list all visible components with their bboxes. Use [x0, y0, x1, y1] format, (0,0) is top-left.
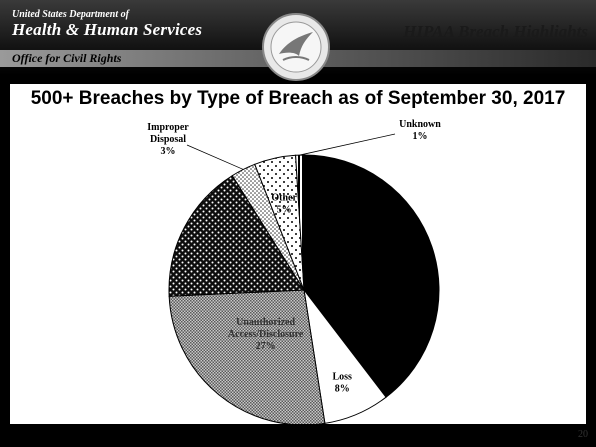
slice-label-loss: Loss 8% — [333, 371, 353, 394]
page-number: 20 — [578, 429, 588, 440]
pie-slice — [168, 174, 305, 297]
slice-label-unknown: Unknown 1% — [399, 119, 441, 142]
pie-chart: Loss 8% Unauthorized Access/Disclosure 27% Im… — [147, 119, 441, 424]
chart-panel: 500+ Breaches by Type of Breach as of Se… — [10, 84, 586, 424]
leader-line — [299, 133, 396, 156]
header-highlight: HIPAA Breach Highlights — [403, 22, 588, 41]
slide-footer — [0, 424, 596, 447]
chart-title: 500+ Breaches by Type of Breach as of Se… — [30, 88, 566, 109]
slice-label-other: Other 5% — [271, 192, 297, 215]
pie-slice — [303, 154, 440, 398]
leader-line — [186, 144, 244, 170]
department-line1: United States Department of — [12, 9, 129, 20]
slice-label-unauthorized-access-disclosure: Unauthorized Access/Disclosure 27% — [228, 317, 304, 352]
hhs-seal-icon — [262, 13, 330, 81]
pie-slice — [295, 154, 305, 291]
slice-label-improper-disposal: Improper Disposal 3% — [147, 122, 189, 157]
department-line2: Health & Human Services — [12, 20, 203, 39]
office-label: Office for Civil Rights — [12, 51, 122, 65]
pie-slice — [168, 289, 326, 424]
